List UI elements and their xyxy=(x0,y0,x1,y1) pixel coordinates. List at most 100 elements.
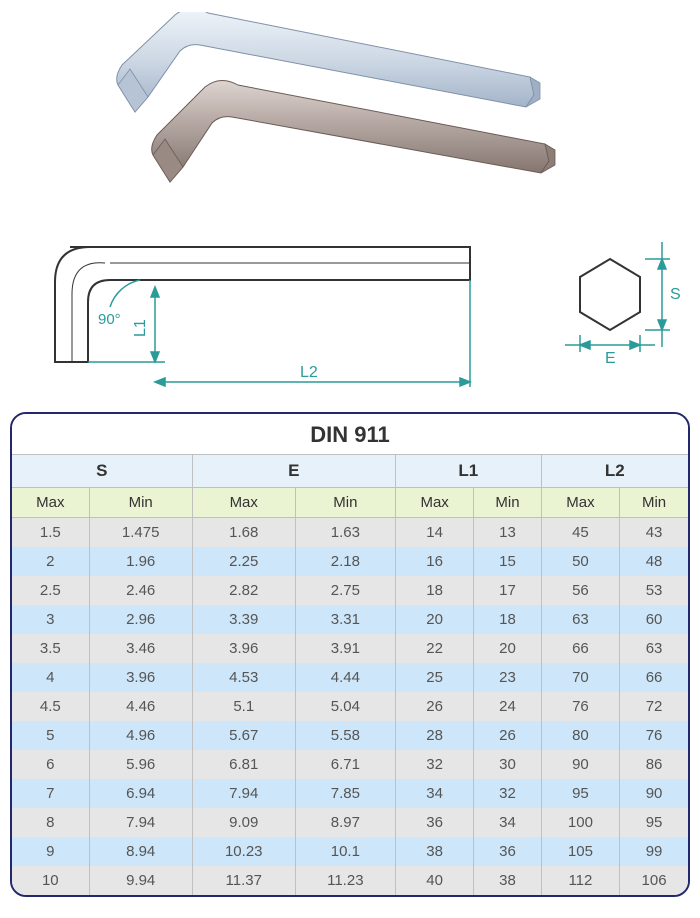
col-sub: Max xyxy=(395,488,473,518)
col-sub: Min xyxy=(474,488,541,518)
table-cell: 53 xyxy=(620,576,688,605)
table-cell: 8 xyxy=(12,808,89,837)
table-cell: 5.04 xyxy=(295,692,395,721)
col-sub: Min xyxy=(620,488,688,518)
col-group: L2 xyxy=(541,455,688,488)
table-cell: 4.46 xyxy=(89,692,192,721)
table-cell: 95 xyxy=(541,779,619,808)
table-cell: 76 xyxy=(620,721,688,750)
table-cell: 48 xyxy=(620,547,688,576)
table-cell: 7.94 xyxy=(192,779,295,808)
col-sub: Max xyxy=(192,488,295,518)
table-cell: 2.18 xyxy=(295,547,395,576)
table-row: 21.962.252.1816155048 xyxy=(12,547,688,576)
table-cell: 17 xyxy=(474,576,541,605)
col-group: L1 xyxy=(395,455,541,488)
technical-schematic: 90° L1 L2 E S xyxy=(10,212,690,402)
table-cell: 1.5 xyxy=(12,518,89,548)
table-row: 3.53.463.963.9122206663 xyxy=(12,634,688,663)
table-cell: 99 xyxy=(620,837,688,866)
col-sub: Min xyxy=(295,488,395,518)
table-cell: 4.5 xyxy=(12,692,89,721)
table-cell: 26 xyxy=(474,721,541,750)
table-cell: 3.31 xyxy=(295,605,395,634)
table-row: 98.9410.2310.1383610599 xyxy=(12,837,688,866)
table-cell: 2.46 xyxy=(89,576,192,605)
table-cell: 5.1 xyxy=(192,692,295,721)
table-cell: 38 xyxy=(474,866,541,895)
dim-label-e: E xyxy=(605,350,616,367)
table-row: 1.51.4751.681.6314134543 xyxy=(12,518,688,548)
table-cell: 6.71 xyxy=(295,750,395,779)
table-cell: 60 xyxy=(620,605,688,634)
table-cell: 2 xyxy=(12,547,89,576)
table-cell: 66 xyxy=(541,634,619,663)
table-cell: 28 xyxy=(395,721,473,750)
table-cell: 9 xyxy=(12,837,89,866)
table-cell: 45 xyxy=(541,518,619,548)
table-cell: 18 xyxy=(474,605,541,634)
table-cell: 40 xyxy=(395,866,473,895)
table-cell: 38 xyxy=(395,837,473,866)
table-cell: 9.09 xyxy=(192,808,295,837)
spec-table-container: DIN 911 SEL1L2 MaxMinMaxMinMaxMinMaxMin … xyxy=(10,412,690,897)
table-cell: 34 xyxy=(474,808,541,837)
table-cell: 86 xyxy=(620,750,688,779)
table-cell: 20 xyxy=(395,605,473,634)
table-cell: 7.94 xyxy=(89,808,192,837)
table-cell: 13 xyxy=(474,518,541,548)
table-cell: 1.68 xyxy=(192,518,295,548)
table-cell: 5.58 xyxy=(295,721,395,750)
table-cell: 8.97 xyxy=(295,808,395,837)
table-cell: 4.53 xyxy=(192,663,295,692)
table-cell: 11.37 xyxy=(192,866,295,895)
table-cell: 20 xyxy=(474,634,541,663)
table-cell: 70 xyxy=(541,663,619,692)
table-cell: 8.94 xyxy=(89,837,192,866)
spec-table: SEL1L2 MaxMinMaxMinMaxMinMaxMin 1.51.475… xyxy=(12,455,688,895)
table-cell: 1.63 xyxy=(295,518,395,548)
table-cell: 7.85 xyxy=(295,779,395,808)
table-cell: 3.96 xyxy=(89,663,192,692)
table-cell: 56 xyxy=(541,576,619,605)
table-row: 65.966.816.7132309086 xyxy=(12,750,688,779)
table-cell: 10 xyxy=(12,866,89,895)
table-cell: 10.1 xyxy=(295,837,395,866)
col-sub: Max xyxy=(12,488,89,518)
table-cell: 6.81 xyxy=(192,750,295,779)
table-cell: 3.5 xyxy=(12,634,89,663)
table-cell: 90 xyxy=(541,750,619,779)
table-cell: 7 xyxy=(12,779,89,808)
dim-label-s: S xyxy=(670,286,681,303)
table-cell: 72 xyxy=(620,692,688,721)
table-cell: 90 xyxy=(620,779,688,808)
product-photo xyxy=(40,12,690,202)
dim-label-l1: L1 xyxy=(132,319,149,337)
table-cell: 3.91 xyxy=(295,634,395,663)
table-cell: 6.94 xyxy=(89,779,192,808)
table-cell: 106 xyxy=(620,866,688,895)
table-cell: 6 xyxy=(12,750,89,779)
table-cell: 5.67 xyxy=(192,721,295,750)
table-cell: 95 xyxy=(620,808,688,837)
table-cell: 2.82 xyxy=(192,576,295,605)
table-cell: 43 xyxy=(620,518,688,548)
table-cell: 1.96 xyxy=(89,547,192,576)
table-cell: 30 xyxy=(474,750,541,779)
table-cell: 63 xyxy=(541,605,619,634)
table-cell: 32 xyxy=(395,750,473,779)
table-cell: 34 xyxy=(395,779,473,808)
table-cell: 105 xyxy=(541,837,619,866)
table-cell: 76 xyxy=(541,692,619,721)
table-cell: 100 xyxy=(541,808,619,837)
table-row: 43.964.534.4425237066 xyxy=(12,663,688,692)
table-cell: 11.23 xyxy=(295,866,395,895)
table-cell: 32 xyxy=(474,779,541,808)
table-row: 87.949.098.97363410095 xyxy=(12,808,688,837)
table-cell: 26 xyxy=(395,692,473,721)
table-cell: 1.475 xyxy=(89,518,192,548)
table-row: 76.947.947.8534329590 xyxy=(12,779,688,808)
dim-label-l2: L2 xyxy=(300,364,318,381)
table-row: 109.9411.3711.234038112106 xyxy=(12,866,688,895)
table-cell: 66 xyxy=(620,663,688,692)
